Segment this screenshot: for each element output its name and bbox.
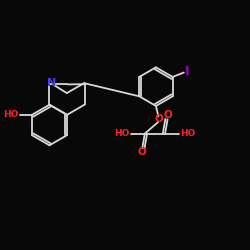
Text: HO: HO <box>114 129 130 138</box>
Text: N: N <box>47 78 56 88</box>
Text: HO: HO <box>180 129 196 138</box>
Text: I: I <box>185 65 190 78</box>
Text: O: O <box>138 147 147 157</box>
Text: HO: HO <box>3 110 18 119</box>
Text: O: O <box>163 110 172 120</box>
Text: O: O <box>154 114 163 124</box>
